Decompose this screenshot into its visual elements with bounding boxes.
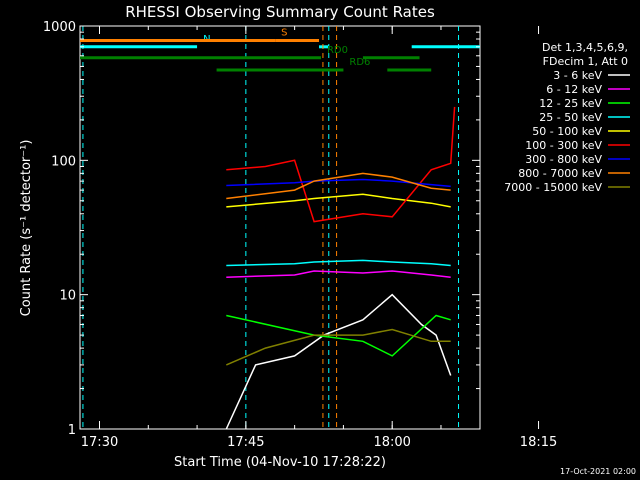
legend-label: 50 - 100 keV [532,125,602,138]
series-layer [225,106,456,430]
x-tick-label: 17:45 [227,435,264,450]
y-tick-label: 1 [68,423,76,438]
series-line-2 [226,314,451,357]
legend-info-line: FDecim 1, Att 0 [543,55,628,68]
x-tick-label: 17:30 [81,435,118,450]
decim_rd0-flag-label: RD0 [327,45,348,56]
y-tick-label: 1000 [43,20,76,35]
x-axis-label: Start Time (04-Nov-10 17:28:22) [174,455,386,470]
y-axis-ticks: 1 10 100 1000 [43,20,480,438]
legend-label: 300 - 800 keV [525,153,602,166]
legend-label: 12 - 25 keV [539,97,602,110]
saa-flag-label: S [281,27,287,38]
legend-label: 100 - 300 keV [525,139,602,152]
legend-label: 6 - 12 keV [546,83,602,96]
legend-label: 7000 - 15000 keV [504,181,602,194]
decim_rd6-flag-label: RD6 [349,57,370,68]
footer-timestamp: 17-Oct-2021 02:00 [560,467,636,476]
x-tick-label: 18:00 [373,435,410,450]
plot-frame [79,25,481,430]
series-line-4 [226,193,451,208]
legend: Det 1,3,4,5,6,9,FDecim 1, Att 03 - 6 keV… [504,41,630,194]
series-line-3 [226,259,451,267]
legend-label: 25 - 50 keV [539,111,602,124]
legend-info-line: Det 1,3,4,5,6,9, [542,41,628,54]
chart-title: RHESSI Observing Summary Count Rates [125,3,435,21]
legend-label: 800 - 7000 keV [518,167,602,180]
y-tick-label: 100 [51,154,76,169]
series-line-5 [226,106,456,223]
series-line-7 [226,172,451,200]
series-line-1 [226,270,451,278]
series-line-0 [225,293,452,430]
x-tick-label: 18:15 [520,435,557,450]
flags-layer: NSRD0RD6 [80,26,480,429]
y-axis-label: Count Rate (s⁻¹ detector⁻¹) [19,140,34,317]
series-line-8 [226,328,451,366]
legend-label: 3 - 6 keV [553,69,602,82]
series-line-6 [226,178,451,188]
y-tick-label: 10 [59,289,76,304]
